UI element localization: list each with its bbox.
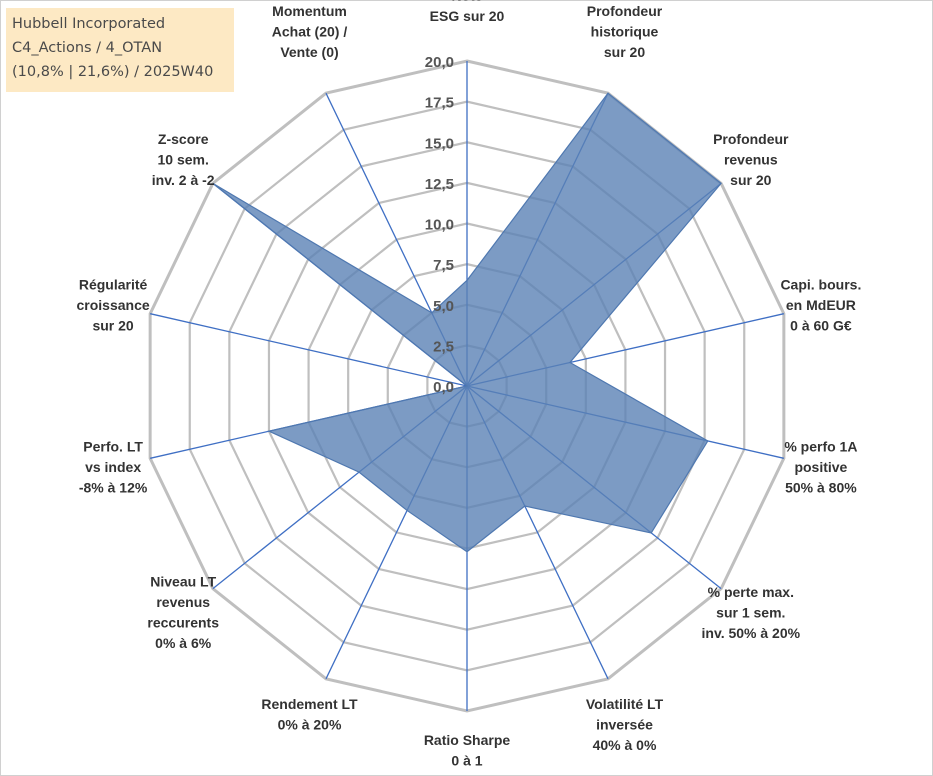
axis-label: Capi. bours. en MdEUR 0 à 60 G€ — [780, 277, 861, 334]
axis-label: Volatilité LT inversée 40% à 0% — [586, 696, 664, 753]
tick-label: 15,0 — [425, 135, 454, 152]
axis-label: Rendement LT 0% à 20% — [261, 696, 358, 733]
axis-label: % perfo 1A positive 50% à 80% — [784, 438, 857, 495]
axis-label: Momentum Achat (20) / Vente (0) — [272, 3, 348, 60]
series-area — [212, 92, 722, 553]
info-box: Hubbell Incorporated C4_Actions / 4_OTAN… — [6, 8, 234, 92]
axis-label: NoteESG sur 20 — [430, 0, 505, 24]
axis-label: Z-score 10 sem. inv. 2 à -2 — [152, 131, 215, 188]
portfolio-stats: (10,8% | 21,6%) / 2025W40 — [12, 64, 214, 80]
tick-label: 7,5 — [433, 257, 454, 274]
axis-label: Niveau LT revenus reccurents 0% à 6% — [147, 574, 219, 652]
axis-label: Ratio Sharpe 0 à 1 — [424, 732, 511, 769]
tick-label: 0,0 — [433, 379, 454, 396]
tick-label: 5,0 — [433, 298, 454, 315]
portfolio-name: C4_Actions / 4_OTAN — [12, 40, 163, 56]
axis-spoke — [150, 313, 468, 387]
tick-label: 10,0 — [425, 217, 454, 234]
company-name: Hubbell Incorporated — [12, 16, 166, 32]
axis-label: Profondeur revenus sur 20 — [713, 131, 789, 188]
series-layer — [212, 92, 722, 553]
axis-label: Perfo. LT vs index -8% à 12% — [79, 438, 148, 495]
axis-label: Profondeur historique sur 20 — [587, 3, 663, 60]
axis-label: % perte max. sur 1 sem. inv. 50% à 20% — [702, 584, 801, 641]
axis-label: Régularité croissance sur 20 — [77, 277, 150, 334]
tick-label: 12,5 — [425, 176, 454, 193]
tick-label: 20,0 — [425, 54, 454, 71]
tick-layer: 0,0 2,5 5,0 7,5 10,0 12,5 15,0 17,5 20,0 — [425, 54, 454, 396]
tick-label: 2,5 — [433, 338, 454, 355]
tick-label: 17,5 — [425, 95, 454, 112]
